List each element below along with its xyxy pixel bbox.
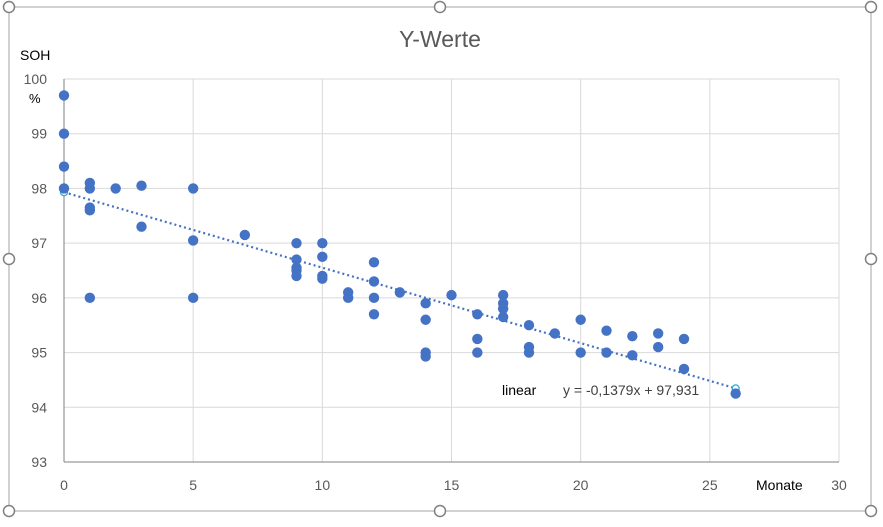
data-point-8 (84, 292, 96, 304)
data-point-38 (472, 333, 483, 345)
trendline (63, 191, 736, 390)
x-axis-label: Monate (756, 477, 803, 493)
y-tick-label-0: 93 (31, 454, 47, 470)
data-point-10 (136, 180, 147, 191)
resize-handle-middle-right[interactable] (864, 252, 878, 266)
tick-labels: 93 94 95 96 97 98 99 100 0 5 10 15 20 25 30 (24, 71, 847, 493)
resize-handle-top-center[interactable] (433, 0, 447, 14)
data-point-0 (58, 90, 70, 101)
x-tick-label-6: 30 (831, 477, 847, 493)
data-point-11 (136, 221, 147, 232)
y-tick-label-4: 97 (31, 235, 47, 251)
data-point-14 (187, 292, 199, 304)
x-tick-label-1: 5 (189, 477, 197, 493)
data-point-52 (627, 330, 638, 342)
data-point-53 (627, 350, 638, 361)
data-point-17 (291, 254, 302, 265)
y-tick-label-5: 98 (31, 180, 47, 196)
x-tick-label-4: 20 (573, 477, 589, 493)
data-point-57 (678, 363, 690, 375)
resize-handle-bottom-center[interactable] (433, 504, 447, 518)
resize-handle-top-left[interactable] (2, 0, 16, 14)
data-point-24 (317, 273, 328, 284)
data-point-40 (497, 289, 509, 301)
data-point-3 (58, 183, 70, 194)
data-point-49 (575, 347, 586, 358)
data-point-39 (472, 347, 483, 358)
trendline-name-label: linear (502, 382, 537, 398)
trendline-equation-label: y = -0,1379x + 97,931 (563, 382, 699, 398)
chart-border (8, 6, 872, 512)
data-point-54 (652, 328, 664, 339)
data-point-46 (523, 347, 535, 358)
data-point-48 (575, 314, 586, 325)
chart-title: Y-Werte (399, 26, 481, 52)
y-tick-label-2: 95 (31, 345, 47, 361)
data-point-22 (317, 251, 328, 263)
data-point-29 (368, 292, 380, 304)
data-point-27 (368, 257, 380, 268)
data-point-5 (84, 183, 96, 194)
data-point-32 (420, 298, 431, 309)
data-point-26 (342, 292, 354, 304)
x-tick-label-0: 0 (60, 477, 68, 493)
data-point-37 (472, 309, 483, 320)
data-point-50 (601, 325, 612, 336)
y-tick-label-1: 94 (31, 399, 47, 415)
data-point-33 (420, 314, 431, 325)
data-point-15 (239, 229, 251, 241)
data-point-51 (601, 347, 612, 358)
data-point-9 (110, 183, 121, 194)
data-point-13 (187, 235, 199, 246)
y-tick-label-3: 96 (31, 290, 47, 306)
selection-handles[interactable] (2, 0, 878, 518)
data-point-42 (497, 303, 509, 314)
data-point-36 (446, 289, 457, 301)
y-axis-label: SOH (20, 47, 50, 63)
data-point-16 (291, 237, 302, 249)
resize-handle-top-right[interactable] (864, 0, 878, 14)
data-points (58, 90, 741, 399)
data-point-47 (549, 328, 561, 339)
data-point-28 (368, 276, 380, 287)
y-tick-label-7: 100 (24, 71, 48, 87)
data-point-20 (291, 270, 302, 282)
x-tick-label-3: 15 (444, 477, 460, 493)
data-point-55 (652, 341, 664, 353)
resize-handle-bottom-left[interactable] (2, 504, 16, 518)
data-point-30 (368, 309, 380, 320)
data-point-2 (58, 161, 70, 172)
resize-handle-middle-left[interactable] (2, 252, 16, 266)
data-point-31 (394, 287, 406, 298)
resize-handle-bottom-right[interactable] (864, 504, 878, 518)
data-point-56 (678, 333, 690, 345)
data-point-12 (187, 183, 199, 194)
x-tick-label-5: 25 (702, 477, 718, 493)
data-point-43 (497, 311, 509, 323)
data-point-7 (84, 205, 96, 216)
y-axis-unit: % (29, 91, 41, 106)
data-point-21 (317, 237, 328, 249)
data-point-44 (523, 320, 535, 331)
data-point-58 (730, 388, 741, 399)
y-tick-label-6: 99 (31, 126, 47, 142)
data-point-1 (58, 128, 70, 139)
x-tick-label-2: 10 (315, 477, 331, 493)
data-point-35 (420, 351, 431, 362)
